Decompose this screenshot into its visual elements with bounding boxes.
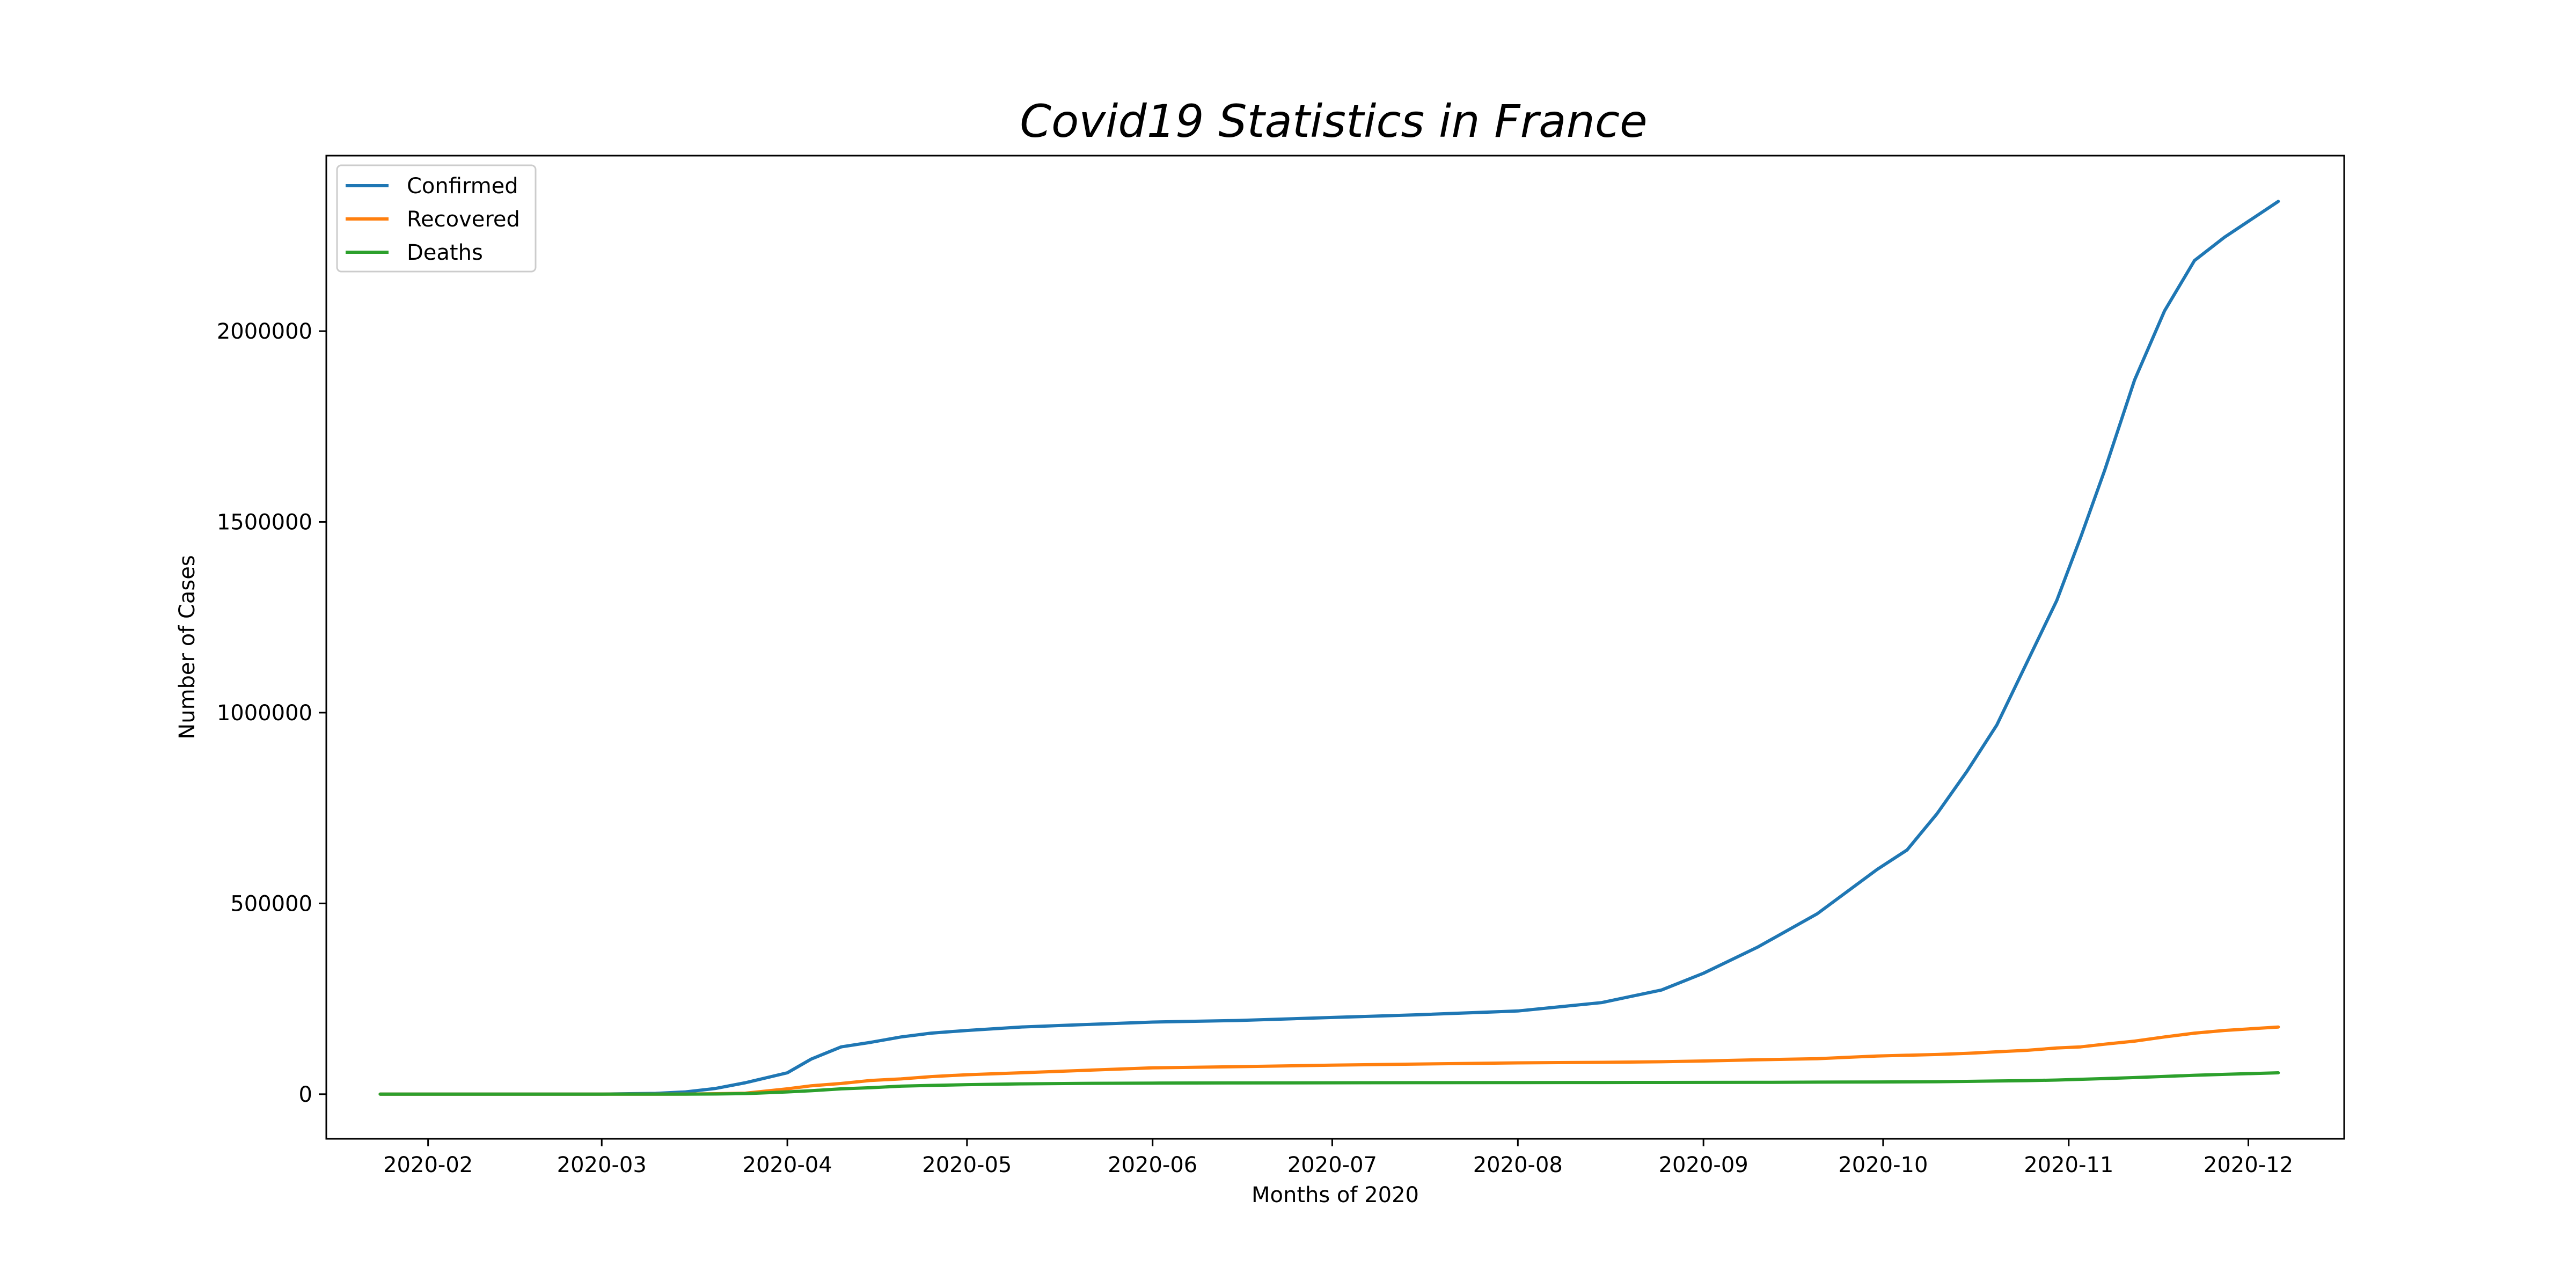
legend-label-deaths: Deaths	[407, 240, 483, 265]
legend-box	[336, 164, 537, 273]
y-axis: 0 500000 1000000 1500000 2000000	[217, 319, 326, 1107]
x-tick-label: 2020-04	[743, 1153, 832, 1177]
y-tick-label: 1500000	[217, 510, 312, 535]
y-tick-label: 2000000	[217, 319, 312, 344]
x-tick-label: 2020-08	[1473, 1153, 1563, 1177]
x-tick-label: 2020-12	[2204, 1153, 2293, 1177]
x-axis-label: Months of 2020	[1252, 1183, 1419, 1208]
legend: Confirmed Recovered Deaths	[336, 164, 537, 273]
x-tick-label: 2020-11	[2024, 1153, 2113, 1177]
series-line-confirmed	[378, 200, 2280, 1096]
legend-label-confirmed: Confirmed	[407, 174, 518, 199]
series-line-recovered	[378, 1025, 2280, 1096]
y-axis-label: Number of Cases	[175, 555, 200, 739]
y-tick-label: 0	[299, 1082, 312, 1107]
x-tick-label: 2020-06	[1108, 1153, 1197, 1177]
series-line-deaths	[378, 1071, 2280, 1096]
x-tick-label: 2020-02	[383, 1153, 473, 1177]
x-tick-label: 2020-05	[922, 1153, 1012, 1177]
x-axis: 2020-02 2020-03 2020-04 2020-05 2020-06 2020-…	[383, 1139, 2293, 1177]
x-tick-label: 2020-07	[1287, 1153, 1377, 1177]
series-lines	[378, 200, 2280, 1096]
y-tick-label: 500000	[230, 891, 312, 916]
plot-frame	[325, 155, 2345, 1140]
x-tick-label: 2020-03	[557, 1153, 647, 1177]
legend-label-recovered: Recovered	[407, 207, 520, 232]
x-tick-label: 2020-10	[1838, 1153, 1928, 1177]
y-tick-label: 1000000	[217, 701, 312, 726]
chart-title: Covid19 Statistics in France	[1020, 95, 1647, 148]
x-tick-label: 2020-09	[1659, 1153, 1748, 1177]
